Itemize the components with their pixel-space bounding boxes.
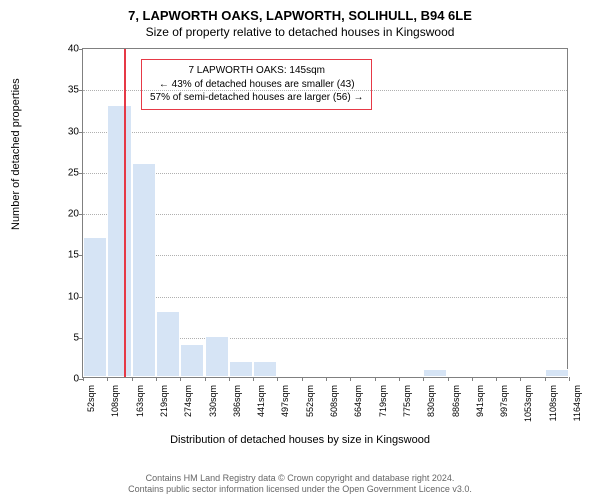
footer-line2: Contains public sector information licen… — [0, 484, 600, 496]
y-tick-mark — [79, 173, 83, 174]
x-tick-label: 664sqm — [353, 381, 363, 417]
histogram-bar — [156, 311, 180, 377]
plot-region: 7 LAPWORTH OAKS: 145sqm ← 43% of detache… — [82, 48, 568, 378]
footer: Contains HM Land Registry data © Crown c… — [0, 473, 600, 496]
y-tick-mark — [79, 90, 83, 91]
x-tick-mark — [180, 377, 181, 381]
x-tick-mark — [132, 377, 133, 381]
x-tick-label: 163sqm — [135, 381, 145, 417]
x-tick-label: 997sqm — [499, 381, 509, 417]
x-tick-label: 219sqm — [159, 381, 169, 417]
histogram-bar — [205, 336, 229, 377]
histogram-bar — [423, 369, 447, 377]
x-tick-label: 608sqm — [329, 381, 339, 417]
y-tick-mark — [79, 49, 83, 50]
x-tick-mark — [350, 377, 351, 381]
callout-line2: ← 43% of detached houses are smaller (43… — [150, 78, 363, 92]
callout-line1: 7 LAPWORTH OAKS: 145sqm — [150, 64, 363, 78]
x-tick-mark — [205, 377, 206, 381]
subject-marker-line — [124, 49, 126, 377]
x-tick-mark — [423, 377, 424, 381]
footer-line1: Contains HM Land Registry data © Crown c… — [0, 473, 600, 485]
x-tick-mark — [448, 377, 449, 381]
x-axis-label: Distribution of detached houses by size … — [0, 434, 600, 446]
histogram-bar — [83, 237, 107, 377]
gridline — [83, 90, 567, 91]
x-tick-mark — [496, 377, 497, 381]
x-tick-mark — [277, 377, 278, 381]
x-tick-mark — [229, 377, 230, 381]
x-tick-mark — [375, 377, 376, 381]
x-tick-mark — [326, 377, 327, 381]
x-tick-label: 497sqm — [280, 381, 290, 417]
x-tick-mark — [399, 377, 400, 381]
x-tick-label: 52sqm — [86, 381, 96, 412]
x-tick-mark — [83, 377, 84, 381]
gridline — [83, 132, 567, 133]
y-tick-mark — [79, 214, 83, 215]
x-tick-label: 274sqm — [183, 381, 193, 417]
x-tick-mark — [107, 377, 108, 381]
x-tick-label: 441sqm — [256, 381, 266, 417]
x-tick-label: 1108sqm — [548, 381, 558, 421]
histogram-bar — [180, 344, 204, 377]
histogram-bar — [545, 369, 569, 377]
histogram-bar — [107, 105, 131, 377]
x-tick-label: 1053sqm — [523, 381, 533, 422]
page-title-address: 7, LAPWORTH OAKS, LAPWORTH, SOLIHULL, B9… — [0, 8, 600, 23]
page-title-subtitle: Size of property relative to detached ho… — [0, 25, 600, 39]
x-tick-label: 830sqm — [426, 381, 436, 417]
x-tick-mark — [569, 377, 570, 381]
callout-line3: 57% of semi-detached houses are larger (… — [150, 91, 363, 105]
x-tick-mark — [302, 377, 303, 381]
x-tick-mark — [472, 377, 473, 381]
histogram-bar — [229, 361, 253, 378]
x-tick-label: 108sqm — [110, 381, 120, 417]
callout-box: 7 LAPWORTH OAKS: 145sqm ← 43% of detache… — [141, 59, 372, 110]
x-tick-label: 552sqm — [305, 381, 315, 417]
x-tick-mark — [253, 377, 254, 381]
x-tick-label: 330sqm — [208, 381, 218, 417]
chart-area: 7 LAPWORTH OAKS: 145sqm ← 43% of detache… — [58, 48, 568, 428]
x-tick-mark — [156, 377, 157, 381]
x-tick-label: 386sqm — [232, 381, 242, 417]
y-axis-label: Number of detached properties — [10, 78, 22, 230]
x-tick-label: 1164sqm — [572, 381, 582, 421]
x-tick-mark — [545, 377, 546, 381]
title-block: 7, LAPWORTH OAKS, LAPWORTH, SOLIHULL, B9… — [0, 0, 600, 39]
histogram-bar — [132, 163, 156, 378]
x-tick-label: 775sqm — [402, 381, 412, 417]
x-tick-mark — [520, 377, 521, 381]
x-tick-label: 941sqm — [475, 381, 485, 417]
x-tick-label: 886sqm — [451, 381, 461, 417]
x-tick-label: 719sqm — [378, 381, 388, 417]
y-tick-mark — [79, 132, 83, 133]
histogram-bar — [253, 361, 277, 378]
